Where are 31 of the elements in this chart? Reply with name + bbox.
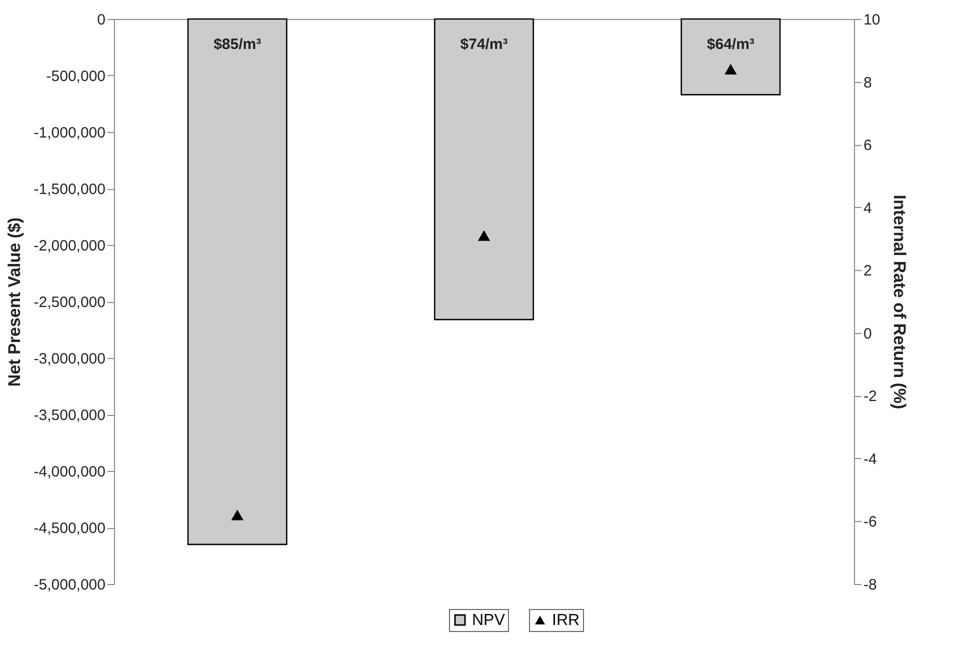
y2-tick-label: -2 (864, 388, 877, 406)
x-tick-label: $74/m³ (460, 36, 508, 53)
y2-tick-label: 6 (864, 137, 872, 154)
y2-tick-label: 10 (864, 12, 880, 28)
y-tick-label: -3,000,000 (34, 350, 106, 368)
y-tick-label: -1,500,000 (34, 181, 106, 198)
y-tick-label: -2,000,000 (34, 238, 106, 254)
y2-tick-label: -4 (864, 450, 877, 468)
y2-tick-label: 4 (864, 200, 872, 217)
point (231, 510, 244, 520)
point (724, 64, 737, 75)
y-tick-label: -500,000 (46, 68, 106, 85)
y-tick-label: -4,000,000 (34, 464, 106, 480)
y-tick-label: -5,000,000 (34, 576, 106, 594)
y2-tick-label: 2 (864, 262, 872, 280)
y2-tick-label: -6 (864, 514, 877, 531)
y-tick-label: -3,500,000 (34, 407, 106, 424)
y-tick-label: -2,500,000 (34, 294, 106, 311)
legend-label: NPV (472, 612, 506, 629)
legend-label: IRR (552, 612, 580, 629)
y-tick-label: -4,500,000 (34, 520, 106, 537)
y-tick-label: 0 (97, 12, 106, 28)
y2-axis-title: Internal Rate of Return (%) (890, 194, 910, 410)
y2-tick-label: 8 (864, 74, 872, 92)
y-tick-label: -1,000,000 (34, 124, 106, 142)
y-axis-title: Net Present Value ($) (4, 217, 24, 387)
y2-tick-label: 0 (864, 325, 872, 342)
x-tick-label: $64/m³ (706, 36, 754, 53)
x-tick-label: $85/m³ (214, 36, 262, 53)
y2-tick-label: -8 (864, 576, 877, 594)
point (478, 230, 490, 241)
